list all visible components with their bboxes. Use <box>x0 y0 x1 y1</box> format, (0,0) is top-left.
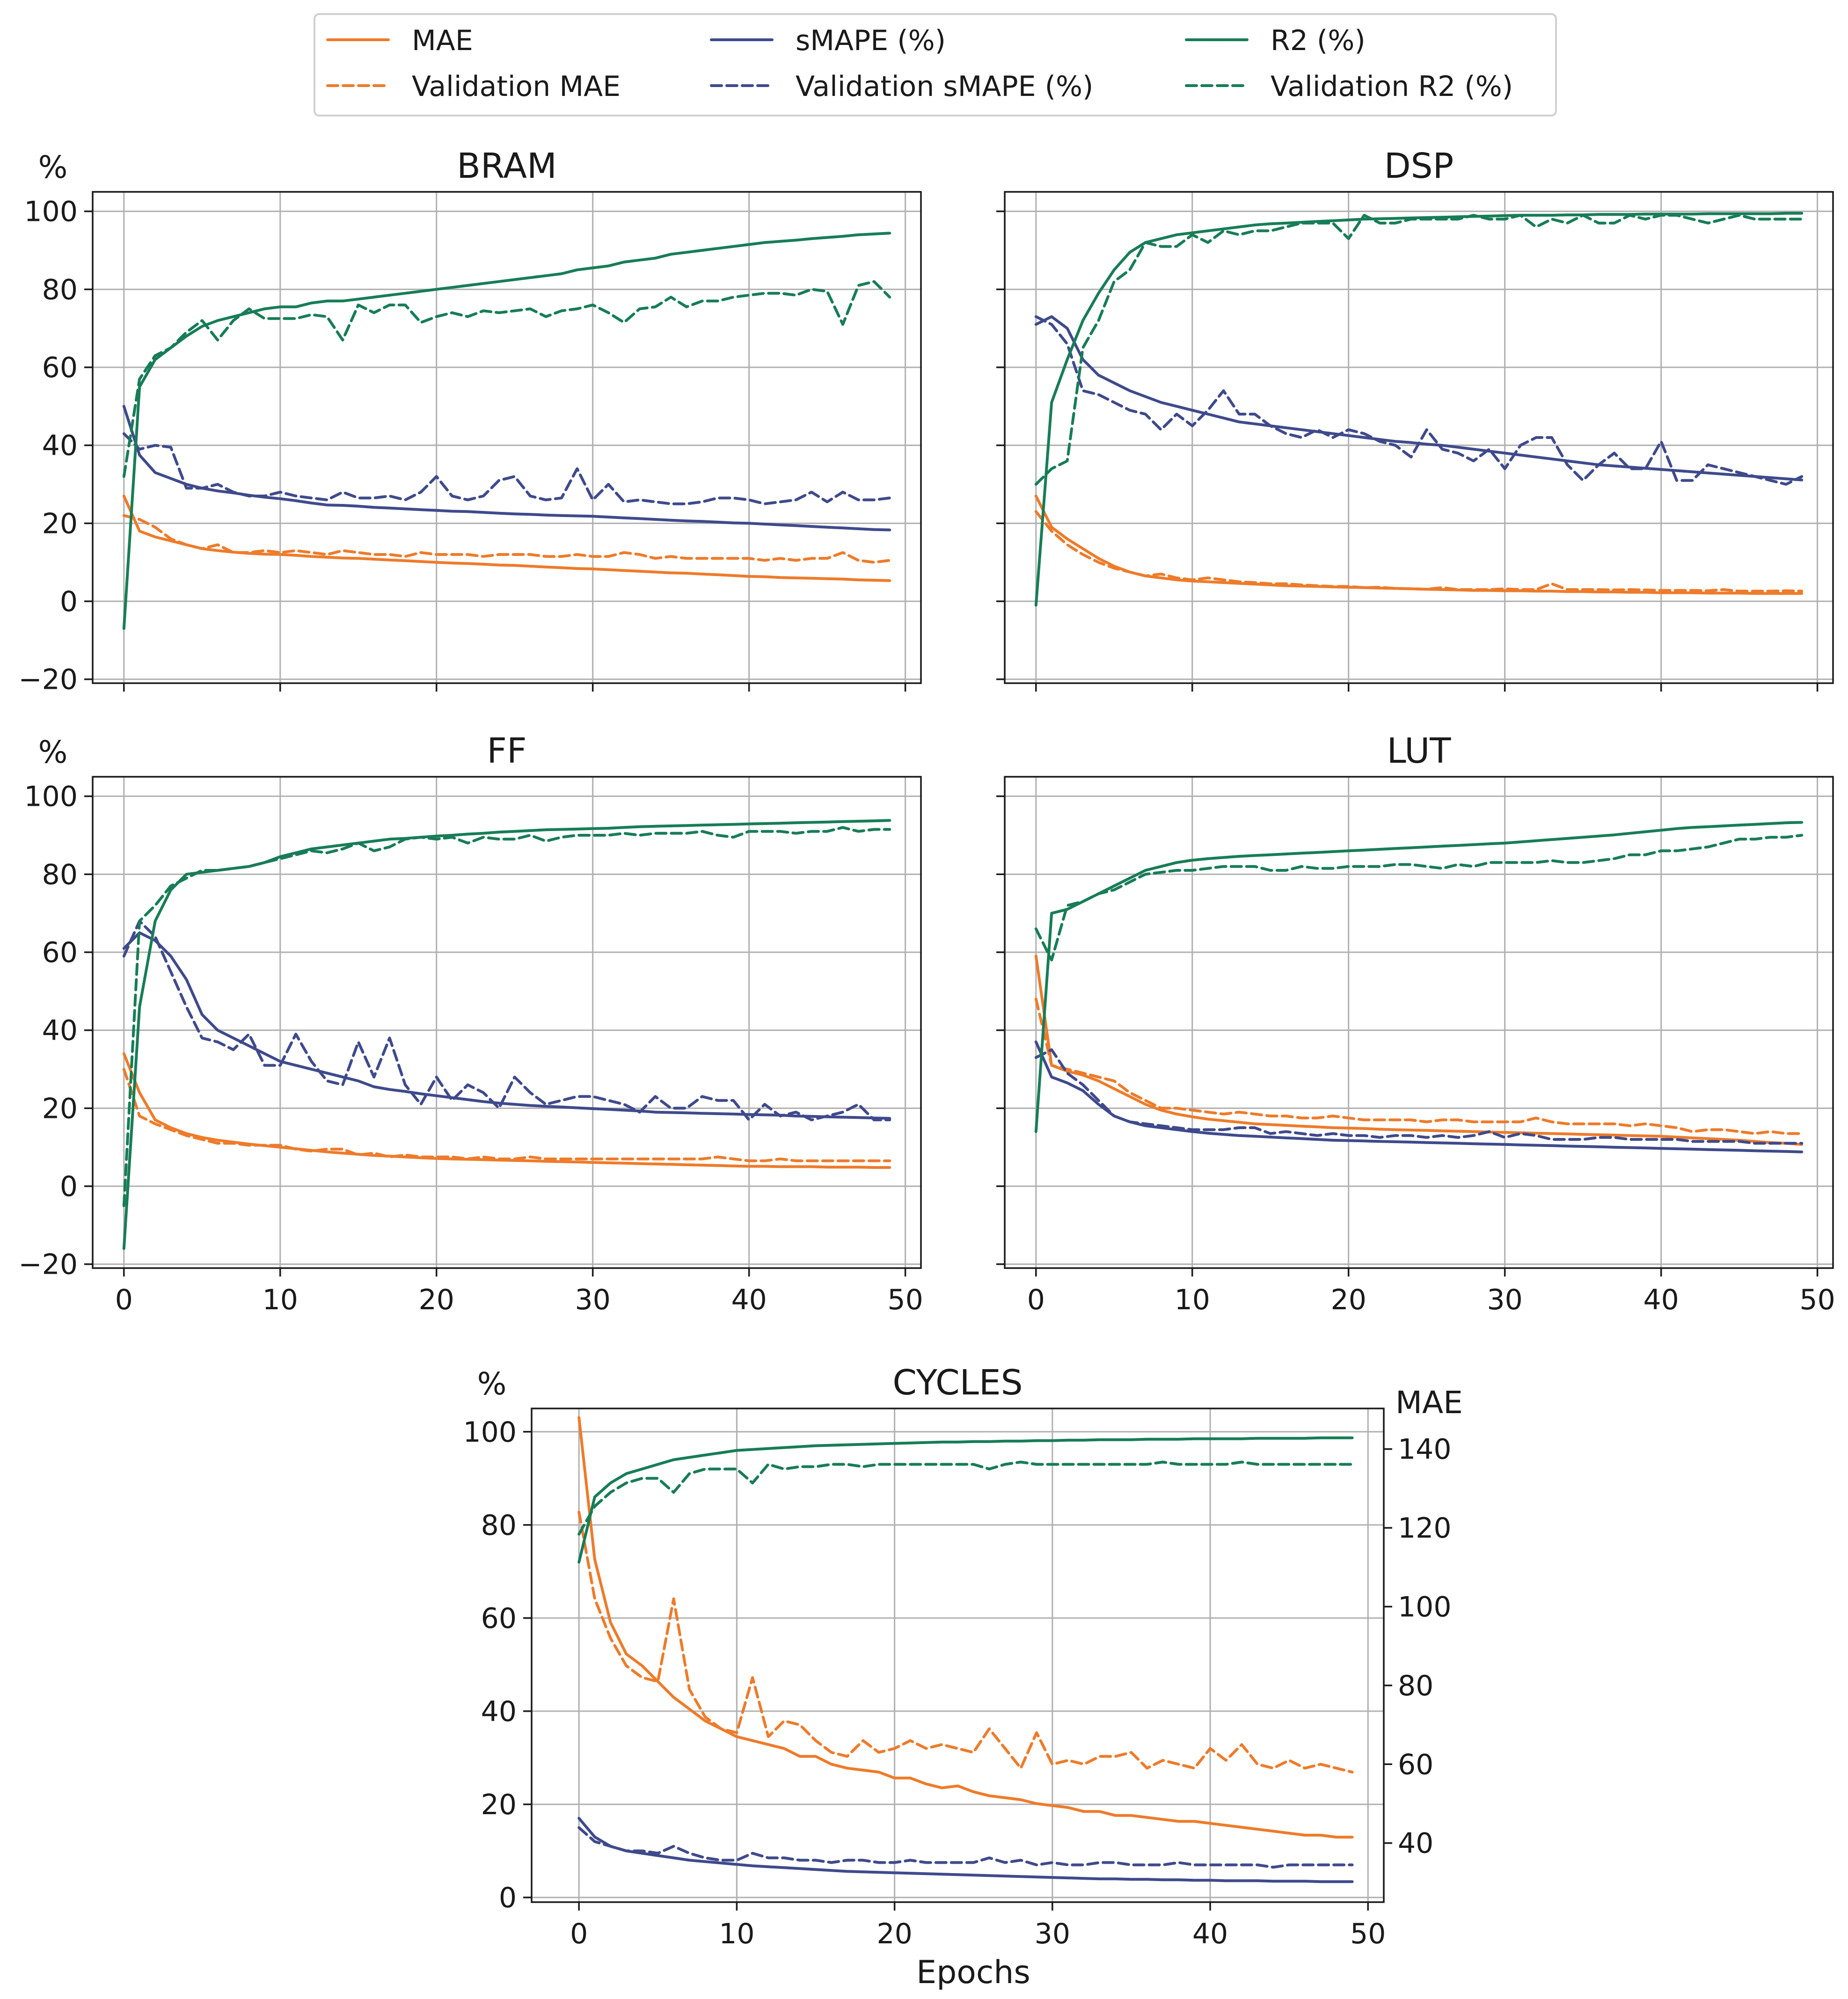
dsp-series-val-smape <box>1034 315 1804 486</box>
chart-lut: 0 10 20 30 40 50 LUT <box>996 731 1835 1316</box>
y-tick-label: 40 <box>42 1014 78 1047</box>
cycles-series-r2 <box>577 1436 1354 1564</box>
cycles-title: CYCLES <box>892 1363 1023 1403</box>
dsp-series-mae <box>1034 495 1804 595</box>
lut-series-mae <box>1034 955 1804 1146</box>
x-axis-label: Epochs <box>916 1954 1030 1991</box>
ff-series-smape <box>122 931 891 1120</box>
legend-label-validation-r2: Validation R2 (%) <box>1271 70 1513 103</box>
x-tick-label: 40 <box>1643 1284 1679 1316</box>
y-tick-label: 20 <box>42 507 78 540</box>
y-right-tick-label: 100 <box>1398 1591 1452 1624</box>
y-tick-label: 100 <box>24 781 78 813</box>
y-tick-label: 40 <box>481 1695 517 1728</box>
x-tick-label: 30 <box>575 1284 610 1316</box>
x-tick-label: 40 <box>1192 1918 1228 1950</box>
legend: MAE Validation MAE sMAPE (%) Validation … <box>314 13 1557 117</box>
legend-label-mae: MAE <box>412 24 473 57</box>
x-tick-label: 20 <box>1331 1284 1366 1316</box>
cycles-series-smape <box>577 1817 1354 1883</box>
lut-series-val-r2 <box>1034 834 1804 962</box>
lut-series-smape <box>1034 1040 1804 1153</box>
y-tick-label: 100 <box>24 196 78 228</box>
legend-label-r2: R2 (%) <box>1271 24 1366 57</box>
ff-series-mae <box>122 1052 891 1169</box>
ff-title: FF <box>487 731 526 771</box>
y-right-tick-label: 60 <box>1398 1748 1433 1781</box>
lut-axes-frame <box>1004 776 1834 1269</box>
dsp-title: DSP <box>1384 146 1454 186</box>
lut-series-val-smape <box>1034 1048 1804 1145</box>
y-tick-label: −20 <box>18 1248 78 1281</box>
y-tick-label: 0 <box>60 585 78 618</box>
ff-y-unit-label: % <box>38 734 68 770</box>
ff-series-r2 <box>122 819 891 1250</box>
x-tick-label: 0 <box>1027 1284 1045 1316</box>
x-tick-label: 0 <box>115 1284 133 1316</box>
y-tick-label: 0 <box>60 1170 78 1203</box>
x-tick-label: 50 <box>1799 1284 1835 1316</box>
y-tick-label: 60 <box>42 351 78 384</box>
x-tick-label: 10 <box>1175 1284 1210 1316</box>
bram-series-mae <box>122 495 891 582</box>
chart-bram: −20 0 20 40 60 80 100 BRAM% <box>18 146 922 696</box>
cycles-y-unit-label: % <box>477 1366 507 1402</box>
y-tick-label: 0 <box>499 1882 517 1914</box>
ff-series-val-smape <box>122 919 891 1122</box>
cycles-axes-frame <box>531 1408 1385 1903</box>
y-right-tick-label: 40 <box>1398 1827 1433 1860</box>
x-tick-label: 40 <box>731 1284 767 1316</box>
cycles-series-mae <box>577 1416 1354 1839</box>
bram-series-val-mae <box>122 514 891 564</box>
y-tick-label: 100 <box>463 1416 517 1449</box>
x-tick-label: 10 <box>719 1918 754 1950</box>
x-tick-label: 0 <box>570 1918 588 1950</box>
chart-dsp: DSP <box>996 146 1834 692</box>
legend-label-smape: sMAPE (%) <box>796 24 946 57</box>
dsp-series-r2 <box>1034 212 1804 607</box>
bram-axes-frame <box>92 191 922 684</box>
ff-axes-frame <box>92 776 922 1269</box>
x-tick-label: 50 <box>887 1284 923 1316</box>
y-right-tick-label: 120 <box>1398 1512 1452 1545</box>
cycles-series-val-mae <box>577 1510 1354 1774</box>
y-tick-label: 60 <box>481 1602 517 1635</box>
cycles-series-val-smape <box>577 1826 1354 1869</box>
x-tick-label: 20 <box>419 1284 454 1316</box>
lut-series-val-mae <box>1034 998 1804 1135</box>
cycles-series-val-r2 <box>577 1460 1354 1536</box>
x-tick-label: 50 <box>1350 1918 1386 1950</box>
cycles-y-right-label: MAE <box>1395 1385 1463 1421</box>
y-tick-label: 60 <box>42 936 78 969</box>
y-tick-label: 80 <box>42 273 78 306</box>
dsp-axes-frame <box>1004 191 1834 684</box>
bram-series-r2 <box>122 232 891 630</box>
x-tick-label: 30 <box>1487 1284 1522 1316</box>
legend-label-validation-smape: Validation sMAPE (%) <box>796 70 1093 103</box>
dsp-series-smape <box>1034 315 1804 482</box>
y-right-tick-label: 140 <box>1398 1433 1452 1466</box>
bram-title: BRAM <box>457 146 557 186</box>
x-tick-label: 20 <box>877 1918 912 1950</box>
y-tick-label: 20 <box>42 1092 78 1125</box>
x-tick-label: 10 <box>263 1284 298 1316</box>
chart-ff: 0 10 20 30 40 50 −20 0 20 40 60 80 100 FF% <box>18 731 923 1316</box>
ff-series-val-r2 <box>122 826 891 1207</box>
chart-cycles: 0 10 20 30 40 50 0 20 40 60 80 100 40 60 80 100 120 140 CY… <box>463 1363 1462 1950</box>
y-tick-label: −20 <box>18 664 78 696</box>
bram-series-smape <box>122 405 891 532</box>
y-tick-label: 80 <box>42 858 78 891</box>
legend-label-validation-mae: Validation MAE <box>412 70 621 103</box>
lut-series-r2 <box>1034 821 1804 1133</box>
y-right-tick-label: 80 <box>1398 1670 1433 1702</box>
bram-series-val-r2 <box>122 280 891 478</box>
y-tick-label: 20 <box>481 1788 517 1821</box>
lut-title: LUT <box>1387 731 1452 771</box>
x-tick-label: 30 <box>1035 1918 1070 1950</box>
bram-y-unit-label: % <box>38 149 68 185</box>
y-tick-label: 40 <box>42 430 78 462</box>
y-tick-label: 80 <box>481 1509 517 1542</box>
